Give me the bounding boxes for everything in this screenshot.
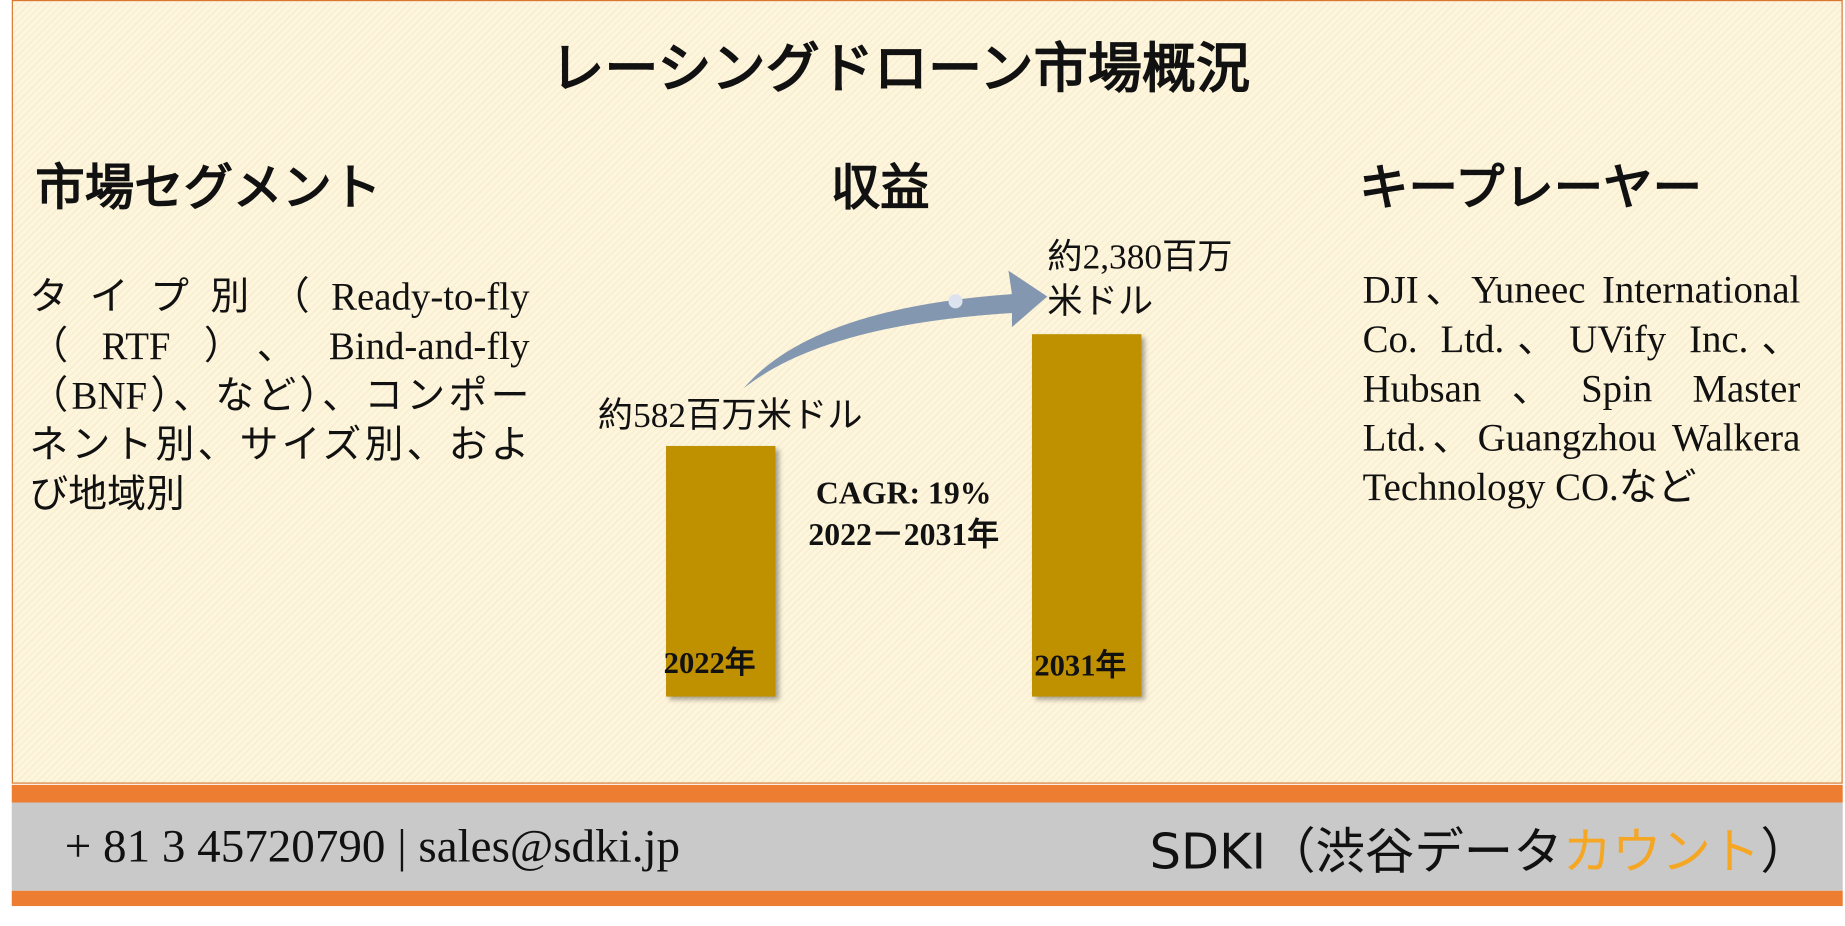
footer [11, 802, 1843, 891]
section-heading: 収益 [830, 162, 930, 217]
section-body: DJI、Yuneec International Co. Ltd.、UVify … [1362, 269, 1801, 510]
section-heading: キープレーヤー [1359, 162, 1703, 217]
title: レーシングドローン市場概況 [550, 38, 1251, 99]
footer-stripe [11, 890, 1843, 907]
footer-stripe [11, 784, 1843, 803]
bar-year: 2031年 [1034, 648, 1127, 683]
end-value-label: 約2,380百万米ドル [1047, 237, 1233, 322]
start-value-label: 約582百万米ドル [597, 396, 863, 436]
cagr-period: 2022－2031年 [808, 516, 1000, 552]
contact: + 81 3 45720790 | sales@sdki.jp [64, 818, 681, 872]
cagr: CAGR: 19% [815, 475, 992, 511]
bar-year: 2022年 [663, 646, 756, 681]
section-body: タイプ別（Ready-to-fly（RTF）、Bind-and-fly（BNF）… [29, 276, 530, 517]
arrow [743, 270, 1048, 389]
brand-highlight: カウント [1562, 822, 1761, 881]
cagr-box: CAGR: 19% 2022－2031年 [786, 473, 1021, 555]
brand-text: ） [1760, 822, 1810, 881]
bar-2022 [666, 445, 776, 697]
panel [11, 0, 1843, 784]
brand: SDKI（渋谷データカウント） [1150, 812, 1810, 884]
bar-2031 [1031, 334, 1142, 697]
growth-arrow [743, 270, 1048, 389]
arrow-dot [948, 294, 963, 309]
brand-text: SDKI（渋谷データ [1149, 822, 1563, 881]
section-heading: 市場セグメント [35, 162, 382, 217]
